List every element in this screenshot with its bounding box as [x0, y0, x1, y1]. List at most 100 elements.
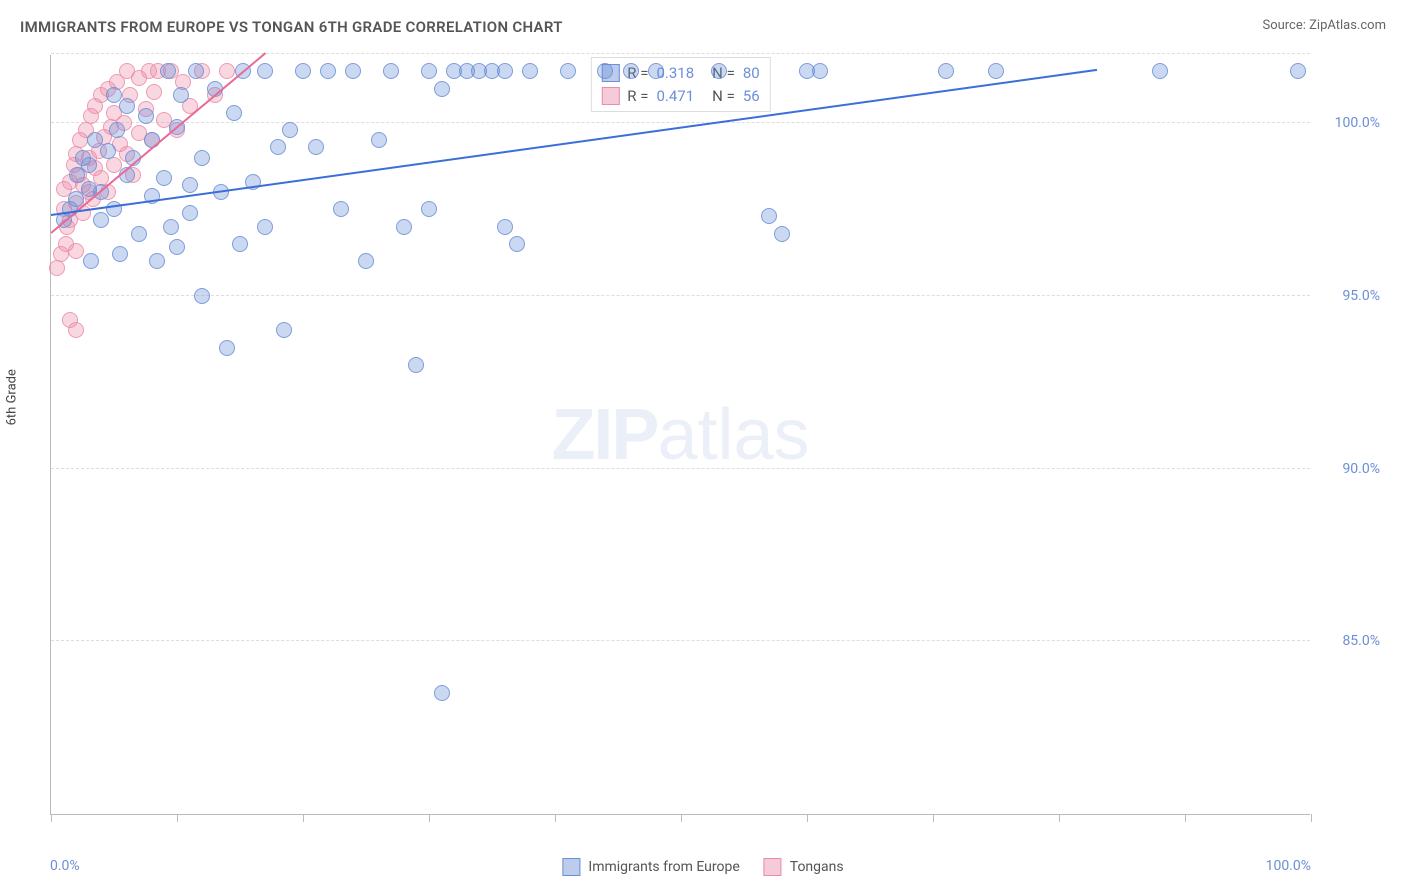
y-tick-label: 85.0%: [1342, 633, 1380, 649]
x-tick: [555, 814, 556, 822]
data-point: [761, 208, 777, 224]
data-point: [623, 63, 639, 79]
data-point: [219, 340, 235, 356]
data-point: [434, 81, 450, 97]
data-point: [83, 253, 99, 269]
gridline: [51, 53, 1310, 54]
bottom-legend: Immigrants from Europe Tongans: [562, 858, 843, 876]
legend-label-blue: Immigrants from Europe: [588, 859, 739, 875]
data-point: [812, 63, 828, 79]
x-tick: [681, 814, 682, 822]
data-point: [522, 63, 538, 79]
data-point: [146, 84, 162, 100]
x-tick: [429, 814, 430, 822]
x-tick: [1311, 814, 1312, 822]
y-tick-label: 90.0%: [1342, 461, 1380, 477]
data-point: [119, 98, 135, 114]
legend-item-pink: Tongans: [764, 858, 844, 876]
data-point: [333, 201, 349, 217]
data-point: [257, 219, 273, 235]
data-point: [648, 63, 664, 79]
data-point: [68, 322, 84, 338]
legend-label-pink: Tongans: [790, 859, 844, 875]
data-point: [188, 63, 204, 79]
data-point: [408, 357, 424, 373]
data-point: [160, 63, 176, 79]
x-tick: [303, 814, 304, 822]
stat-n-blue: 80: [743, 62, 760, 85]
stats-legend-box: R = 0.318 N = 80 R = 0.471 N = 56: [590, 57, 770, 112]
data-point: [182, 177, 198, 193]
data-point: [320, 63, 336, 79]
data-point: [295, 63, 311, 79]
x-tick: [933, 814, 934, 822]
data-point: [421, 201, 437, 217]
data-point: [138, 108, 154, 124]
data-point: [509, 236, 525, 252]
gridline: [51, 640, 1310, 641]
data-point: [68, 243, 84, 259]
data-point: [597, 63, 613, 79]
data-point: [774, 226, 790, 242]
stat-n-pink: 56: [743, 85, 760, 108]
data-point: [173, 87, 189, 103]
data-point: [711, 63, 727, 79]
data-point: [194, 150, 210, 166]
data-point: [988, 63, 1004, 79]
source-label: Source: ZipAtlas.com: [1262, 18, 1386, 33]
swatch-pink-icon: [601, 87, 619, 105]
swatch-pink-icon: [764, 858, 782, 876]
data-point: [421, 63, 437, 79]
data-point: [100, 143, 116, 159]
stat-n-label: N =: [712, 85, 735, 108]
data-point: [276, 322, 292, 338]
x-tick: [1059, 814, 1060, 822]
data-point: [497, 63, 513, 79]
data-point: [383, 63, 399, 79]
x-tick: [51, 814, 52, 822]
data-point: [163, 219, 179, 235]
stat-r-pink: 0.471: [656, 85, 694, 108]
y-tick-label: 100.0%: [1335, 115, 1380, 131]
x-tick: [807, 814, 808, 822]
data-point: [560, 63, 576, 79]
gridline: [51, 295, 1310, 296]
data-point: [109, 122, 125, 138]
data-point: [194, 288, 210, 304]
y-tick-label: 95.0%: [1342, 288, 1380, 304]
data-point: [156, 170, 172, 186]
stat-r-label: R =: [627, 85, 648, 108]
y-axis-label: 6th Grade: [5, 369, 20, 425]
gridline: [51, 468, 1310, 469]
legend-item-blue: Immigrants from Europe: [562, 858, 739, 876]
data-point: [169, 239, 185, 255]
data-point: [226, 105, 242, 121]
data-point: [308, 139, 324, 155]
x-tick: [1185, 814, 1186, 822]
data-point: [345, 63, 361, 79]
data-point: [1152, 63, 1168, 79]
data-point: [396, 219, 412, 235]
swatch-blue-icon: [562, 858, 580, 876]
data-point: [131, 226, 147, 242]
data-point: [257, 63, 273, 79]
x-tick: [177, 814, 178, 822]
chart-title: IMMIGRANTS FROM EUROPE VS TONGAN 6TH GRA…: [20, 18, 563, 36]
x-axis-min-label: 0.0%: [50, 858, 80, 874]
data-point: [49, 260, 65, 276]
data-point: [434, 685, 450, 701]
data-point: [232, 236, 248, 252]
data-point: [358, 253, 374, 269]
data-point: [1290, 63, 1306, 79]
data-point: [938, 63, 954, 79]
data-point: [81, 157, 97, 173]
gridline: [51, 122, 1310, 123]
scatter-plot-area: ZIPatlas R = 0.318 N = 80 R = 0.471 N = …: [50, 55, 1310, 815]
data-point: [371, 132, 387, 148]
data-point: [182, 205, 198, 221]
data-point: [149, 253, 165, 269]
data-point: [497, 219, 513, 235]
data-point: [270, 139, 286, 155]
watermark: ZIPatlas: [551, 394, 809, 476]
data-point: [282, 122, 298, 138]
